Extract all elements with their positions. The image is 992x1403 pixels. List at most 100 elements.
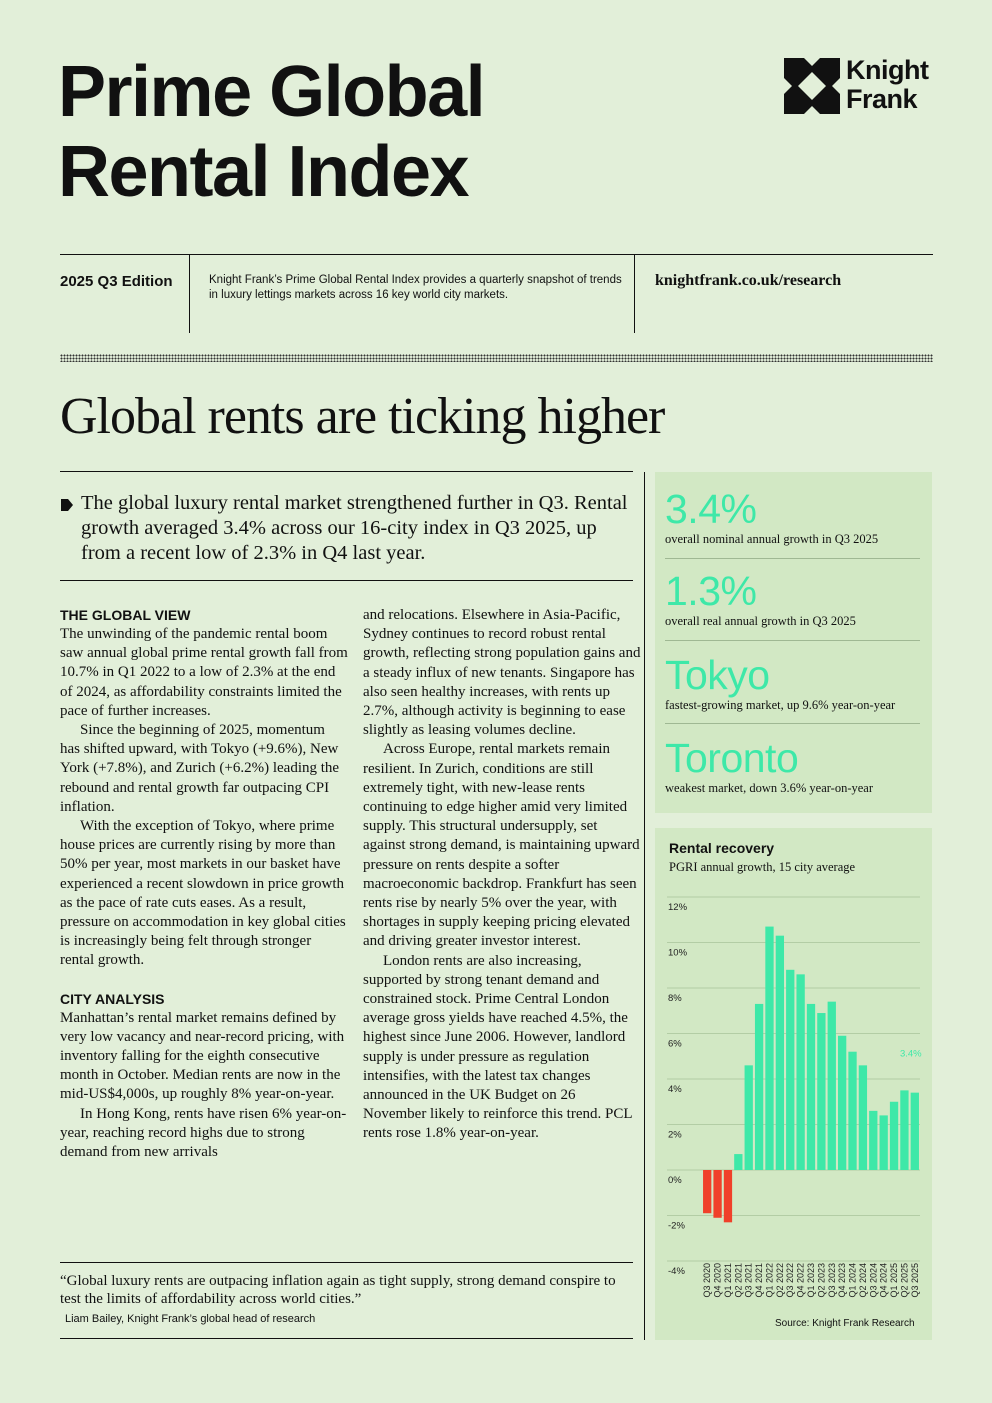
chart-bar [796, 974, 805, 1170]
logo-mark-icon [784, 58, 840, 114]
chart-bar [775, 935, 785, 1170]
paragraph: The unwinding of the pandemic rental boo… [60, 626, 348, 719]
x-tick-label: Q1 2025 [889, 1263, 899, 1298]
stat-caption: overall nominal annual growth in Q3 2025 [665, 532, 879, 546]
paragraph: London rents are also increasing, suppor… [363, 952, 632, 1142]
lead-paragraph: The global luxury rental market strength… [81, 492, 628, 564]
x-tick-label: Q2 2022 [775, 1263, 785, 1298]
article-column-2: and relocations. Elsewhere in Asia-Pacif… [363, 606, 641, 1144]
quote-top-rule [60, 1262, 633, 1263]
intro-text: Knight Frank’s Prime Global Rental Index… [209, 274, 622, 301]
title-line-2: Rental Index [58, 132, 470, 212]
section-heading-city-analysis: CITY ANALYSIS [60, 990, 165, 1007]
chart-title: Rental recovery [669, 840, 775, 856]
stat-divider [665, 723, 920, 724]
paragraph: Since the beginning of 2025, momentum ha… [60, 722, 340, 815]
paragraph: and relocations. Elsewhere in Asia-Pacif… [363, 607, 641, 739]
sidebar-divider [644, 472, 645, 1340]
chart-bar [744, 1065, 753, 1170]
x-tick-label: Q2 2024 [858, 1263, 868, 1298]
stat-divider [665, 558, 920, 559]
header-column-divider [634, 255, 635, 333]
stat-value: Tokyo [665, 652, 770, 698]
chart-bar [765, 926, 774, 1170]
x-tick-label: Q4 2024 [879, 1263, 889, 1298]
stat-value: 3.4% [665, 486, 757, 532]
title-line-1: Prime Global [58, 52, 486, 132]
x-tick-label: Q1 2021 [723, 1263, 733, 1298]
logo-word-frank: Frank [846, 84, 918, 114]
x-tick-label: Q2 2025 [899, 1263, 909, 1298]
header-divider [60, 254, 933, 255]
y-tick-label: 4% [668, 1084, 682, 1095]
paragraph: With the exception of Tokyo, where prime… [60, 818, 346, 969]
y-tick-label: 2% [668, 1130, 682, 1141]
logo-wordmark: Knight Frank [846, 56, 929, 114]
stat-real-growth: 1.3% overall real annual growth in Q3 20… [665, 568, 920, 629]
chart-bar [723, 1170, 733, 1223]
x-tick-label: Q3 2020 [702, 1263, 712, 1298]
stat-weakest-market: Toronto weakest market, down 3.6% year-o… [665, 735, 920, 796]
x-tick-label: Q2 2021 [733, 1263, 743, 1298]
chart-bar [858, 1065, 868, 1170]
chart-bar [879, 1115, 888, 1170]
chart-source: Source: Knight Frank Research [775, 1318, 915, 1329]
pull-quote: “Global luxury rents are outpacing infla… [60, 1273, 616, 1307]
y-tick-label: 8% [668, 993, 682, 1004]
edition-label: 2025 Q3 Edition [60, 273, 173, 290]
x-tick-label: Q3 2023 [827, 1263, 837, 1298]
x-tick-label: Q3 2022 [785, 1263, 795, 1298]
paragraph: Manhattan’s rental market remains define… [60, 1009, 345, 1103]
y-tick-label: 0% [668, 1175, 682, 1186]
chart-bar [734, 1154, 743, 1170]
stat-nominal-growth: 3.4% overall nominal annual growth in Q3… [665, 486, 920, 547]
bar-data-label: 3.4% [900, 1049, 922, 1060]
y-tick-label: 10% [668, 948, 688, 959]
stat-value: 1.3% [665, 568, 757, 614]
chart-bar [837, 1035, 847, 1170]
stat-caption: overall real annual growth in Q3 2025 [665, 614, 856, 628]
article-headline: Global rents are ticking higher [60, 388, 665, 445]
bullet-arrow-icon [61, 499, 73, 511]
stat-fastest-market: Tokyo fastest-growing market, up 9.6% ye… [665, 652, 920, 713]
y-tick-label: 6% [668, 1039, 682, 1050]
x-tick-label: Q4 2021 [754, 1263, 764, 1298]
chart-bar [848, 1051, 857, 1170]
chart-subtitle: PGRI annual growth, 15 city average [669, 860, 856, 874]
dotted-divider [60, 354, 933, 362]
stat-divider [665, 640, 920, 641]
chart-bar [900, 1090, 909, 1170]
rental-recovery-chart: 12%10%8%6%4%2%0%-2%-4% Q3 2020 Q4 2020 Q1 2… [667, 896, 922, 1298]
chart-bar [817, 1013, 826, 1170]
article-column-1: THE GLOBAL VIEW The unwinding of the pan… [60, 606, 348, 1162]
chart-bar [713, 1170, 722, 1218]
stat-caption: weakest market, down 3.6% year-on-year [665, 781, 873, 795]
x-tick-label: Q1 2023 [806, 1263, 816, 1298]
x-tick-label: Q2 2023 [816, 1263, 826, 1298]
paragraph: Across Europe, rental markets remain res… [363, 741, 640, 950]
chart-bar [827, 1001, 836, 1170]
section-heading-global-view: THE GLOBAL VIEW [60, 607, 191, 623]
paragraph: In Hong Kong, rents have risen 6% year-o… [60, 1105, 347, 1161]
page-title: Prime Global Rental Index [58, 52, 486, 212]
x-tick-label: Q4 2023 [837, 1263, 847, 1298]
knight-frank-logo: Knight Frank [784, 56, 934, 116]
y-tick-label: -2% [668, 1221, 685, 1232]
y-tick-label: -4% [668, 1266, 685, 1277]
x-tick-label: Q1 2022 [764, 1263, 774, 1298]
chart-bar [703, 1170, 712, 1214]
quote-bottom-rule [60, 1338, 633, 1339]
x-tick-label: Q3 2025 [910, 1263, 920, 1298]
chart-bar [910, 1092, 919, 1170]
y-tick-label: 12% [668, 902, 688, 913]
chart-bar [786, 969, 795, 1170]
key-stats-panel: 3.4% overall nominal annual growth in Q3… [655, 472, 932, 813]
website-link[interactable]: knightfrank.co.uk/research [655, 272, 842, 289]
x-tick-label: Q1 2024 [848, 1263, 858, 1298]
stat-value: Toronto [665, 735, 799, 781]
x-tick-label: Q3 2021 [744, 1263, 754, 1298]
chart-bar [889, 1101, 899, 1170]
stat-caption: fastest-growing market, up 9.6% year-on-… [665, 698, 896, 712]
x-tick-label: Q3 2024 [868, 1263, 878, 1298]
header-column-divider [189, 255, 190, 333]
